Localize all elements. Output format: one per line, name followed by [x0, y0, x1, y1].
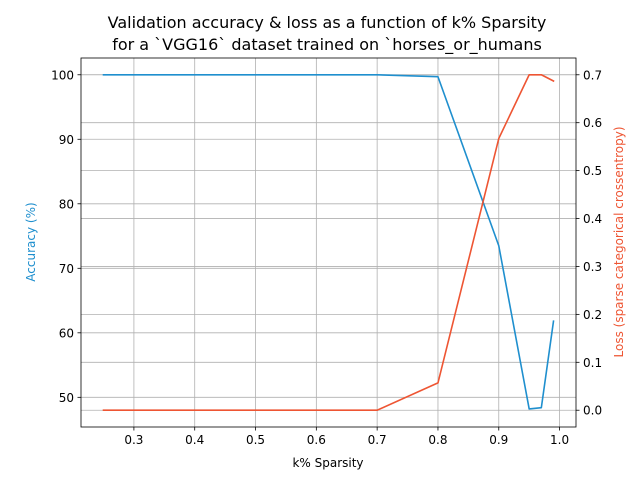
y-right-tick-label: 0.1: [583, 356, 602, 370]
y-left-tick-label: 100: [51, 68, 74, 82]
series-layer: [102, 73, 555, 412]
x-tick-label: 0.8: [428, 433, 447, 447]
plot-frame: [80, 57, 577, 428]
ticks: 0.3 0.4 0.5 0.6 0.7 0.8 0.9 1.0 50 60 70 80 90 100 0.0…: [51, 68, 602, 447]
x-tick-label: 1.0: [550, 433, 569, 447]
y-right-tick-label: 0.4: [583, 212, 602, 226]
y-right-tick-label: 0.5: [583, 164, 602, 178]
y-right-tick-label: 0.0: [583, 404, 602, 418]
y-left-tick-label: 50: [59, 391, 74, 405]
y-right-tick-label: 0.2: [583, 308, 602, 322]
y-left-tick-label: 60: [59, 326, 74, 340]
grid: [81, 58, 576, 427]
x-tick-label: 0.5: [246, 433, 265, 447]
x-tick-label: 0.6: [307, 433, 326, 447]
x-axis-label: k% Sparsity: [292, 456, 363, 470]
x-tick-label: 0.3: [124, 433, 143, 447]
loss-line: [102, 73, 555, 412]
y-right-tick-label: 0.6: [583, 116, 602, 130]
y-right-tick-label: 0.3: [583, 260, 602, 274]
y-axis-right-label: Loss (sparse categorical crossentropy): [612, 126, 626, 357]
y-left-tick-label: 80: [59, 197, 74, 211]
x-tick-label: 0.4: [185, 433, 204, 447]
accuracy-line: [102, 73, 555, 410]
x-tick-label: 0.7: [368, 433, 387, 447]
y-left-tick-label: 70: [59, 262, 74, 276]
chart-title-line-2: for a `VGG16` dataset trained on `horses…: [112, 35, 542, 55]
y-right-tick-label: 0.7: [583, 68, 602, 82]
x-tick-label: 0.9: [489, 433, 508, 447]
y-left-tick-label: 90: [59, 133, 74, 147]
y-axis-left-label: Accuracy (%): [24, 202, 38, 281]
chart-title-line-1: Validation accuracy & loss as a function…: [108, 13, 547, 32]
